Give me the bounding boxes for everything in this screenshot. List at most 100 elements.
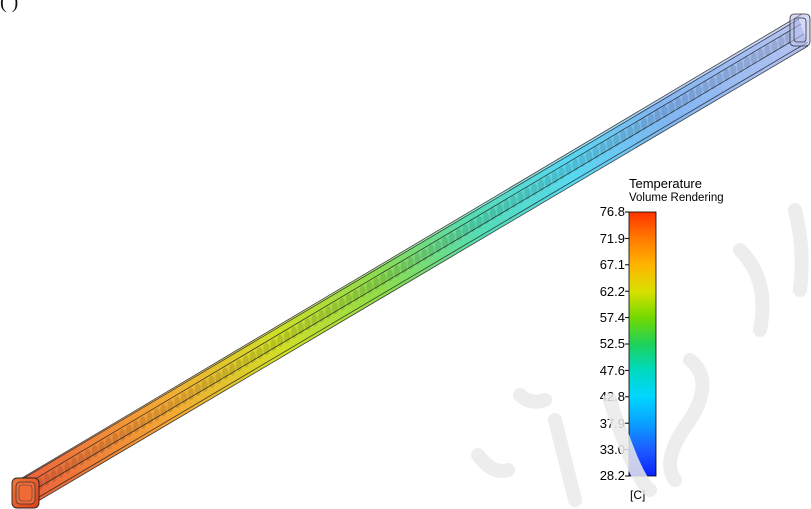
duct-fin — [331, 302, 339, 315]
duct-fin — [290, 326, 298, 339]
legend-colorbar — [625, 211, 657, 477]
duct-fin — [139, 416, 147, 429]
duct-fin — [599, 142, 606, 155]
duct-fin — [325, 306, 332, 319]
legend-tick-label: 42.8 — [599, 389, 625, 404]
duct-fin — [112, 433, 119, 445]
duct-fin — [132, 420, 140, 433]
duct-fin — [613, 134, 620, 147]
duct-fin — [263, 343, 270, 355]
duct-fin — [174, 396, 181, 409]
duct-fin — [750, 52, 757, 65]
duct-fin — [572, 158, 579, 171]
legend-tick-label: 57.4 — [599, 310, 625, 325]
legend-unit: [C] — [630, 488, 646, 502]
duct-fin — [668, 101, 675, 114]
duct-fin — [146, 412, 153, 425]
duct-fin — [297, 322, 304, 335]
duct-fin — [57, 465, 64, 478]
duct-fin — [215, 371, 222, 384]
duct-fin — [633, 122, 641, 135]
duct-fin — [757, 48, 764, 61]
duct-fin — [50, 469, 57, 482]
duct-fin — [620, 130, 627, 143]
duct-fin — [208, 375, 215, 388]
legend-tick-label: 28.2 — [599, 468, 625, 483]
duct-fin — [229, 363, 236, 376]
duct-end-cap-near — [11, 477, 40, 509]
duct-fin — [743, 56, 751, 69]
duct-fin — [277, 334, 284, 347]
duct-fin — [579, 154, 586, 167]
legend-title: Temperature — [629, 176, 702, 191]
duct-fin — [654, 109, 661, 122]
duct-end-cap-far — [789, 13, 811, 47]
duct-fin — [627, 126, 634, 139]
duct-fin — [98, 441, 106, 454]
duct-fin — [338, 298, 346, 310]
duct-fin — [71, 457, 78, 470]
duct-fin — [84, 449, 92, 462]
legend-tick-label: 62.2 — [599, 284, 625, 299]
legend-tick-label: 47.6 — [599, 363, 625, 378]
duct-fin — [304, 318, 311, 331]
duct-fin — [647, 113, 655, 126]
duct-fin — [318, 310, 325, 323]
duct-fin — [640, 118, 648, 130]
duct-fin — [688, 89, 696, 102]
duct-fin — [64, 461, 71, 474]
duct-fin — [558, 167, 565, 180]
duct-fin — [78, 453, 85, 466]
duct-fin — [222, 367, 229, 380]
duct-fin — [270, 338, 277, 351]
duct-fin — [345, 293, 353, 306]
duct-fin — [771, 40, 778, 53]
duct-fin — [201, 379, 208, 392]
duct-fin — [661, 105, 668, 118]
duct-fin — [249, 351, 256, 364]
header-fragment: ( ) — [0, 0, 19, 13]
duct-fin — [565, 163, 572, 175]
duct-fin — [675, 97, 682, 110]
duct-fin — [180, 392, 188, 405]
duct-fin — [311, 314, 318, 327]
duct-fin — [43, 473, 51, 486]
duct-fin — [153, 408, 160, 421]
duct-fin — [119, 428, 126, 441]
duct-fins — [36, 32, 792, 490]
duct-fin — [126, 424, 133, 437]
duct-fin — [723, 68, 730, 81]
duct-fin — [716, 73, 723, 85]
duct-fin — [709, 77, 716, 90]
duct-fin — [764, 44, 771, 57]
duct-fin — [91, 445, 99, 458]
duct-fin — [702, 81, 709, 94]
duct-fin — [606, 138, 613, 151]
duct-fin — [585, 150, 593, 163]
duct-fin — [167, 400, 174, 413]
duct-fin — [778, 36, 785, 49]
duct-fin — [160, 404, 167, 417]
legend-tick-label: 52.5 — [599, 336, 625, 351]
duct-fin — [736, 60, 744, 73]
duct-fin — [256, 347, 263, 360]
legend-tick-label: 37.9 — [599, 416, 625, 431]
legend-tick-label: 76.8 — [599, 204, 625, 219]
legend-tick-label: 71.9 — [599, 231, 625, 246]
duct-fin — [194, 383, 202, 396]
duct-fin — [682, 93, 689, 106]
duct-fin — [187, 388, 195, 400]
legend-subtitle: Volume Rendering — [629, 192, 724, 204]
duct-fin — [283, 330, 291, 343]
duct-fin — [352, 289, 359, 302]
duct-wireframe — [13, 13, 809, 508]
legend-tick-label: 33.0 — [599, 442, 625, 457]
duct-fin — [242, 355, 250, 368]
duct-fin — [695, 85, 703, 98]
duct-fin — [105, 437, 112, 450]
duct-body — [14, 19, 808, 507]
legend-tick-label: 67.1 — [599, 257, 625, 272]
duct-fin — [592, 146, 600, 159]
